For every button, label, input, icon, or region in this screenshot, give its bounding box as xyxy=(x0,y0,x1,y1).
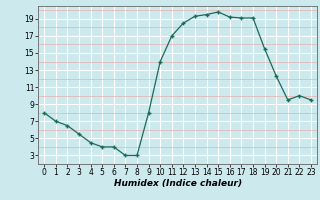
X-axis label: Humidex (Indice chaleur): Humidex (Indice chaleur) xyxy=(114,179,242,188)
